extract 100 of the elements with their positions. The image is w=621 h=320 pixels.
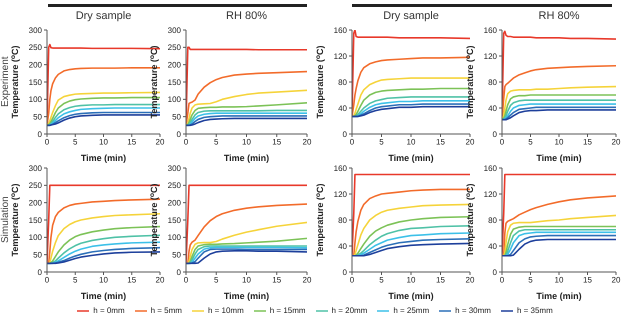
legend-label: h = 5mm <box>150 306 182 316</box>
x-tick-label: 0 <box>184 138 189 147</box>
y-tick-label: 120 <box>334 52 348 61</box>
chart-title: RH 80% <box>225 10 268 22</box>
y-tick-label: 80 <box>488 216 498 225</box>
line-series <box>502 106 616 120</box>
x-tick-label: 15 <box>436 138 446 147</box>
x-tick-label: 10 <box>406 138 416 147</box>
y-tick-label: 160 <box>484 164 498 173</box>
x-tick-label: 15 <box>127 276 137 285</box>
x-tick-label: 10 <box>554 276 564 285</box>
x-tick-label: 15 <box>436 276 446 285</box>
x-tick-label: 10 <box>242 276 252 285</box>
x-tick-label: 5 <box>214 276 220 285</box>
y-tick-label: 250 <box>28 43 43 52</box>
y-tick-label: 80 <box>338 216 348 225</box>
y-tick-label: 120 <box>334 190 348 199</box>
y-tick-label: 200 <box>28 198 43 208</box>
line-series <box>502 86 616 120</box>
y-tick-label: 160 <box>334 26 348 35</box>
x-tick-label: 5 <box>528 138 534 147</box>
legend-label: h = 30mm <box>455 306 491 316</box>
line-series <box>502 94 616 120</box>
line-series <box>502 214 616 257</box>
y-tick-label: 150 <box>168 78 182 87</box>
y-tick-label: 0 <box>38 268 43 277</box>
line-series <box>186 90 307 126</box>
y-tick-label: 300 <box>28 164 43 173</box>
line-series <box>186 203 307 264</box>
x-tick-label: 0 <box>350 138 355 147</box>
x-tick-label: 20 <box>156 138 165 147</box>
y-tick-label: 150 <box>168 216 182 225</box>
legend-label: h = 35mm <box>516 306 553 316</box>
x-tick-label: 15 <box>127 138 137 147</box>
y-tick-label: 0 <box>492 268 498 277</box>
line-series <box>186 70 307 126</box>
line-series <box>502 238 616 257</box>
y-tick-label: 80 <box>488 78 498 87</box>
y-tick-label: 250 <box>168 43 182 52</box>
y-tick-label: 250 <box>28 181 43 190</box>
line-series <box>186 102 307 126</box>
y-tick-label: 200 <box>168 198 182 208</box>
x-tick-label: 0 <box>500 138 505 147</box>
x-axis-title: Time (min) <box>388 153 434 163</box>
x-tick-label: 20 <box>612 276 621 285</box>
y-tick-label: 160 <box>484 26 498 35</box>
y-tick-label: 40 <box>338 242 348 251</box>
y-tick-label: 300 <box>168 26 182 35</box>
y-tick-label: 250 <box>168 181 182 190</box>
y-tick-label: 50 <box>172 112 182 122</box>
x-tick-label: 20 <box>156 276 165 285</box>
x-tick-label: 5 <box>73 276 78 285</box>
y-tick-label: 0 <box>176 130 182 139</box>
y-tick-label: 200 <box>28 60 43 70</box>
x-axis-title: Time (min) <box>224 291 270 301</box>
legend-label: h = 10mm <box>208 306 244 316</box>
x-axis-title: Time (min) <box>80 291 126 301</box>
line-series <box>502 109 616 120</box>
line-series <box>186 222 307 264</box>
y-tick-label: 50 <box>172 250 182 260</box>
text: Simulation <box>0 196 11 246</box>
x-tick-label: 0 <box>44 276 50 285</box>
y-tick-label: 40 <box>488 242 498 251</box>
line-series <box>186 118 307 126</box>
line-series <box>186 238 307 264</box>
y-tick-label: 150 <box>28 216 43 225</box>
x-tick-label: 5 <box>379 276 384 285</box>
y-tick-label: 40 <box>488 104 498 113</box>
y-tick-label: 200 <box>168 60 182 70</box>
x-tick-label: 0 <box>350 276 355 285</box>
line-series <box>502 195 616 257</box>
y-tick-label: 150 <box>28 78 43 87</box>
y-tick-label: 100 <box>168 233 182 242</box>
y-tick-label: 160 <box>334 164 348 173</box>
line-series <box>47 66 160 126</box>
y-tick-label: 40 <box>338 104 348 113</box>
y-tick-label: 100 <box>28 95 43 104</box>
x-axis-title: Time (min) <box>80 153 126 163</box>
y-tick-label: 50 <box>33 250 43 260</box>
y-tick-label: 0 <box>492 130 498 139</box>
x-tick-label: 15 <box>272 276 282 285</box>
line-series <box>47 198 160 264</box>
x-tick-label: 20 <box>466 138 475 147</box>
x-tick-label: 15 <box>583 276 592 285</box>
chart-title: RH 80% <box>538 10 580 22</box>
x-tick-label: 10 <box>406 276 416 285</box>
x-axis-title: Time (min) <box>536 153 582 163</box>
x-tick-label: 10 <box>554 138 564 147</box>
x-tick-label: 20 <box>612 138 621 147</box>
x-tick-label: 0 <box>44 138 50 147</box>
x-tick-label: 20 <box>302 138 312 147</box>
x-tick-label: 10 <box>99 276 108 285</box>
x-axis-title: Time (min) <box>388 291 434 301</box>
y-tick-label: 100 <box>168 95 182 104</box>
x-tick-label: 5 <box>528 276 534 285</box>
x-tick-label: 0 <box>184 276 189 285</box>
y-tick-label: 80 <box>338 78 348 87</box>
y-tick-label: 50 <box>33 112 43 122</box>
x-tick-label: 5 <box>379 138 384 147</box>
text: Experiment <box>0 56 11 110</box>
